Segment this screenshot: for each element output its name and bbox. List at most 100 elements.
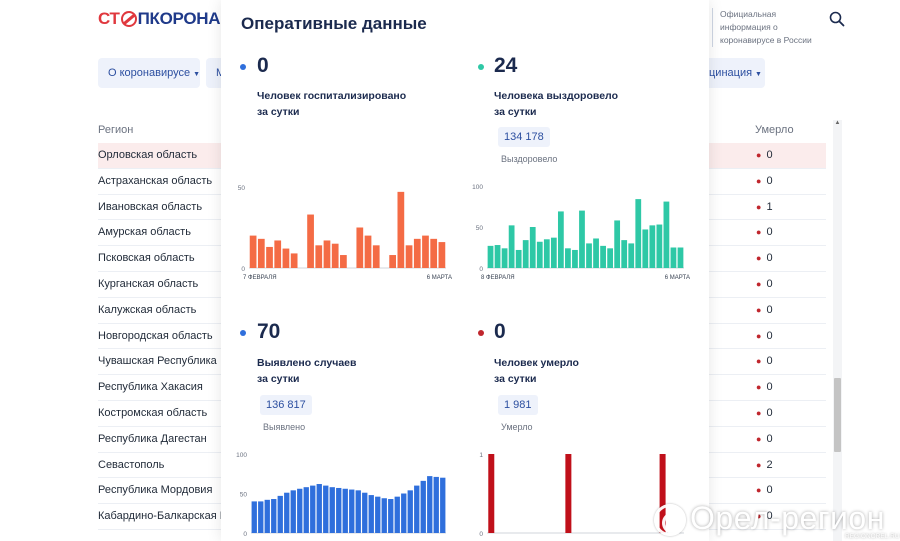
- status-dot-icon: ●: [756, 150, 762, 160]
- x-start-label: 7 ФЕВРАЛЯ: [243, 275, 277, 281]
- bar: [364, 235, 372, 268]
- bar: [381, 498, 387, 533]
- x-start-label: 8 ФЕВРАЛЯ: [481, 275, 515, 281]
- detected-line2: за сутки: [257, 373, 300, 385]
- bar: [494, 245, 501, 268]
- status-dot-icon: ●: [756, 459, 762, 470]
- died-count: ● 1: [756, 195, 773, 220]
- bar: [607, 248, 614, 268]
- y-tick-label: 1: [479, 452, 483, 459]
- official-info-text[interactable]: Официальная информация о коронавирусе в …: [712, 8, 827, 47]
- bar: [282, 248, 290, 268]
- bar: [427, 476, 433, 533]
- bar: [340, 255, 347, 268]
- bar: [487, 245, 494, 268]
- bar: [656, 224, 663, 268]
- died-count: ● 0: [756, 324, 773, 349]
- logo-text-part1: СТ: [98, 9, 120, 28]
- bar: [433, 476, 439, 533]
- bar: [342, 488, 348, 533]
- died-count: ● 0: [756, 401, 773, 426]
- bar: [271, 499, 277, 533]
- region-name: Ивановская область: [98, 200, 203, 213]
- died-dot: [478, 330, 484, 336]
- bar: [303, 487, 309, 533]
- site-logo[interactable]: СТ ПКОРОНАВИ: [98, 9, 244, 29]
- died-value: 0: [766, 484, 773, 497]
- bar: [394, 496, 400, 533]
- region-name: Чувашская Республика: [98, 355, 217, 368]
- died-value: 0: [766, 252, 773, 265]
- recovered-description: Человека выздоровело за сутки: [494, 88, 684, 120]
- bar: [565, 454, 572, 533]
- bar: [362, 492, 368, 533]
- region-name: Костромская область: [98, 407, 208, 419]
- bar: [372, 245, 380, 268]
- status-dot-icon: ●: [756, 227, 762, 238]
- status-dot-icon: ●: [756, 304, 762, 315]
- bar: [572, 249, 578, 268]
- bar: [310, 485, 316, 533]
- bar: [508, 225, 515, 268]
- watermark-text: Орел-регион: [690, 500, 885, 536]
- died-total-badge: 1 981: [498, 395, 538, 415]
- bar: [565, 248, 571, 268]
- recovered-total-badge: 134 178: [498, 127, 550, 147]
- region-name: Севастополь: [98, 458, 165, 471]
- x-end-label: 6 МАРТА: [427, 275, 452, 281]
- bar: [323, 240, 331, 268]
- scroll-up-arrow-icon[interactable]: ▲: [834, 120, 841, 126]
- bar: [529, 227, 536, 268]
- bar: [515, 249, 522, 268]
- column-header-region[interactable]: Регион: [98, 124, 134, 136]
- region-name: Орловская область: [98, 149, 198, 161]
- bar: [249, 235, 257, 268]
- recovered-line2: за сутки: [494, 106, 537, 118]
- died-count: ● 0: [756, 478, 773, 503]
- bar: [277, 495, 283, 533]
- bar: [649, 225, 656, 268]
- bar: [307, 214, 314, 268]
- died-value: 0: [766, 174, 773, 187]
- bar: [355, 490, 361, 533]
- bar: [543, 239, 550, 268]
- scrollbar-track[interactable]: [833, 120, 842, 541]
- y-tick-label: 0: [479, 531, 483, 538]
- y-tick-label: 50: [240, 492, 248, 499]
- region-name: Республика Хакасия: [98, 381, 203, 394]
- bar: [501, 248, 508, 268]
- search-button[interactable]: [828, 10, 846, 28]
- bar: [284, 492, 290, 533]
- died-value: 0: [766, 303, 773, 316]
- chevron-down-icon: ▼: [193, 71, 200, 78]
- detected-description: Выявлено случаев за сутки: [257, 355, 447, 387]
- died-value: 0: [766, 278, 773, 290]
- recovered-dot: [478, 64, 484, 70]
- detected-value: 70: [257, 320, 281, 343]
- died-total-label: Умерло: [501, 422, 533, 432]
- nav-vaccination-button[interactable]: цинация ▼: [699, 58, 765, 88]
- logo-text-part2: ПКОРОНАВИ: [137, 9, 245, 28]
- bar: [264, 499, 270, 533]
- bar: [414, 485, 420, 533]
- y-tick-label: 0: [243, 531, 247, 538]
- status-dot-icon: ●: [756, 175, 762, 186]
- region-name: Псковская область: [98, 252, 195, 265]
- hospitalized-line2: за сутки: [257, 106, 300, 118]
- died-line1: Человек умерло: [494, 357, 579, 369]
- recovered-chart: 0 50 100 8 ФЕВРАЛЯ 6 МАРТА: [472, 184, 690, 281]
- bar: [557, 211, 564, 268]
- x-end-label: 6 МАРТА: [665, 275, 690, 281]
- column-header-died[interactable]: Умерло: [755, 124, 794, 136]
- status-dot-icon: ●: [756, 511, 762, 522]
- nav-about-button[interactable]: О коронавирусе ▼: [98, 58, 200, 88]
- y-tick-label: 50: [476, 225, 484, 232]
- operative-data-panel: Оперативные данные 0 Человек госпитализи…: [221, 0, 709, 541]
- died-count: ● 0: [756, 349, 773, 374]
- bar: [405, 245, 413, 268]
- died-count: ● 0: [756, 272, 773, 297]
- bar: [397, 191, 405, 268]
- detected-line1: Выявлено случаев: [257, 357, 357, 369]
- scrollbar-thumb[interactable]: [834, 378, 841, 452]
- y-tick-label: 50: [238, 185, 246, 192]
